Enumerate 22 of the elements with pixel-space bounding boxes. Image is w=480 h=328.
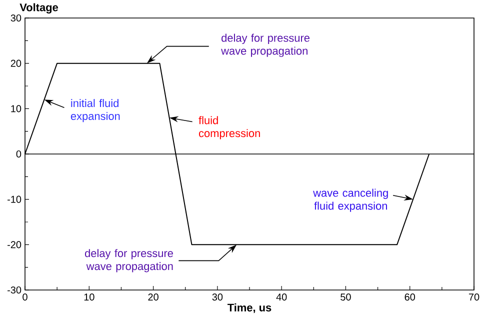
y-tick-label: -20 — [8, 241, 22, 248]
x-tick-label: 60 — [404, 294, 416, 301]
y-axis-title: Voltage — [20, 3, 58, 14]
x-tick-label: 70 — [468, 294, 480, 301]
annotation: fluid compression — [198, 116, 260, 140]
y-tick-label: -10 — [8, 196, 22, 203]
annotation: initial fluid expansion — [70, 99, 120, 122]
x-tick-label: 30 — [212, 294, 223, 301]
x-tick-label: 0 — [22, 294, 28, 301]
annotation: delay for pressure wave propagation — [85, 249, 173, 272]
x-tick-label: 40 — [276, 294, 287, 301]
x-tick-label: 20 — [148, 294, 158, 301]
y-tick-label: -30 — [8, 286, 22, 294]
x-tick-label: 10 — [84, 294, 94, 301]
x-axis-title: Time, us — [228, 303, 272, 314]
x-tick-label: 50 — [340, 294, 351, 301]
y-tick-label: 20 — [10, 60, 22, 67]
y-tick-label: 30 — [10, 14, 22, 22]
annotation: delay for pressure wave propagation — [221, 34, 310, 57]
y-tick-label: 10 — [11, 105, 22, 112]
y-tick-label: 0 — [16, 150, 22, 158]
annotation: wave canceling fluid expansion — [313, 188, 388, 212]
